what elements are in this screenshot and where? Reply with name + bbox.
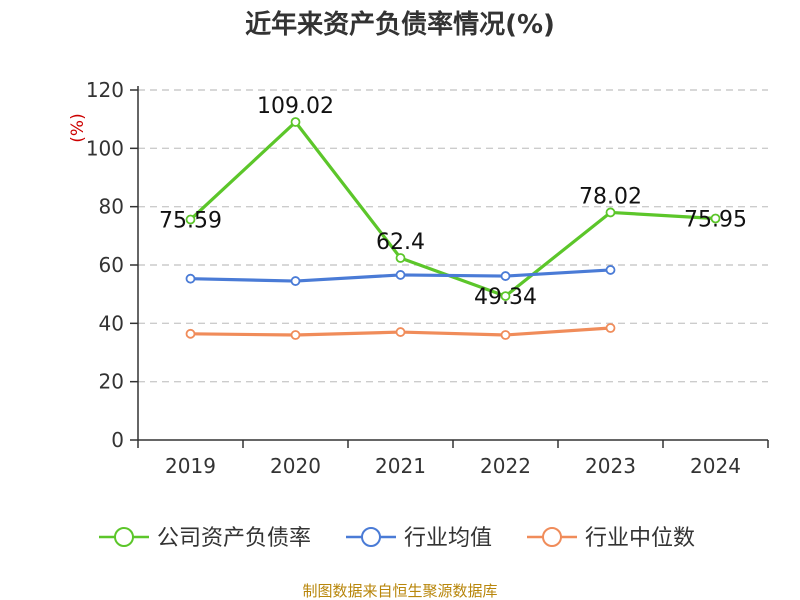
- data-label: 75.95: [684, 207, 747, 232]
- x-tick-label: 2021: [375, 454, 426, 478]
- data-label: 78.02: [579, 184, 642, 209]
- data-point: [395, 253, 406, 263]
- data-point: [290, 330, 301, 340]
- legend-item-1[interactable]: 行业均值: [346, 526, 492, 551]
- y-tick-label: 20: [99, 370, 124, 394]
- y-tick-label: 120: [86, 78, 124, 102]
- y-tick-label: 60: [99, 253, 124, 277]
- data-point: [710, 213, 721, 224]
- series-layer: [185, 117, 721, 340]
- data-point: [605, 323, 616, 333]
- y-tick-label: 80: [99, 195, 124, 219]
- x-tick-label: 2024: [690, 454, 741, 478]
- data-point: [185, 328, 196, 339]
- data-label: 109.02: [257, 94, 334, 119]
- legend[interactable]: 公司资产负债率 行业均值 行业中位数: [99, 526, 695, 551]
- axes: 0 20 40 60 80 100 120 2019 2020 2021 2022 2023 2024: [86, 78, 769, 478]
- y-axis-unit-label: (%): [68, 113, 88, 142]
- data-label: 49.34: [474, 285, 537, 310]
- x-tick-label: 2023: [585, 454, 636, 478]
- data-point: [290, 276, 301, 286]
- grid-lines: [138, 89, 768, 383]
- legend-label: 行业均值: [404, 526, 492, 551]
- x-tick-label: 2019: [165, 454, 216, 478]
- data-point: [395, 270, 406, 280]
- data-point: [605, 265, 616, 275]
- y-tick-label: 100: [86, 136, 124, 160]
- legend-label: 行业中位数: [585, 526, 695, 551]
- legend-swatch-marker: [542, 527, 562, 547]
- data-point: [500, 330, 511, 340]
- data-point: [605, 207, 616, 218]
- data-point: [500, 271, 511, 281]
- legend-item-2[interactable]: 行业中位数: [527, 526, 695, 551]
- source-note: 制图数据来自恒生聚源数据库: [302, 582, 497, 600]
- y-tick-label: 40: [99, 311, 124, 335]
- data-point: [185, 214, 196, 225]
- legend-swatch-marker: [361, 527, 381, 547]
- data-point: [395, 327, 406, 337]
- y-tick-label: 0: [111, 428, 124, 452]
- data-labels: 75.59 109.02 62.4 49.34 78.02 75.95: [159, 94, 747, 310]
- legend-swatch-marker: [114, 527, 134, 547]
- data-label: 75.59: [159, 209, 222, 234]
- chart-title: 近年来资产负债率情况(%): [245, 9, 555, 40]
- x-tick-label: 2022: [480, 454, 531, 478]
- data-point: [290, 117, 301, 127]
- legend-label: 公司资产负债率: [157, 526, 311, 551]
- data-point: [500, 291, 511, 301]
- data-label: 62.4: [376, 230, 425, 255]
- legend-item-0[interactable]: 公司资产负债率: [99, 526, 311, 551]
- x-tick-label: 2020: [270, 454, 321, 478]
- data-point: [185, 273, 196, 284]
